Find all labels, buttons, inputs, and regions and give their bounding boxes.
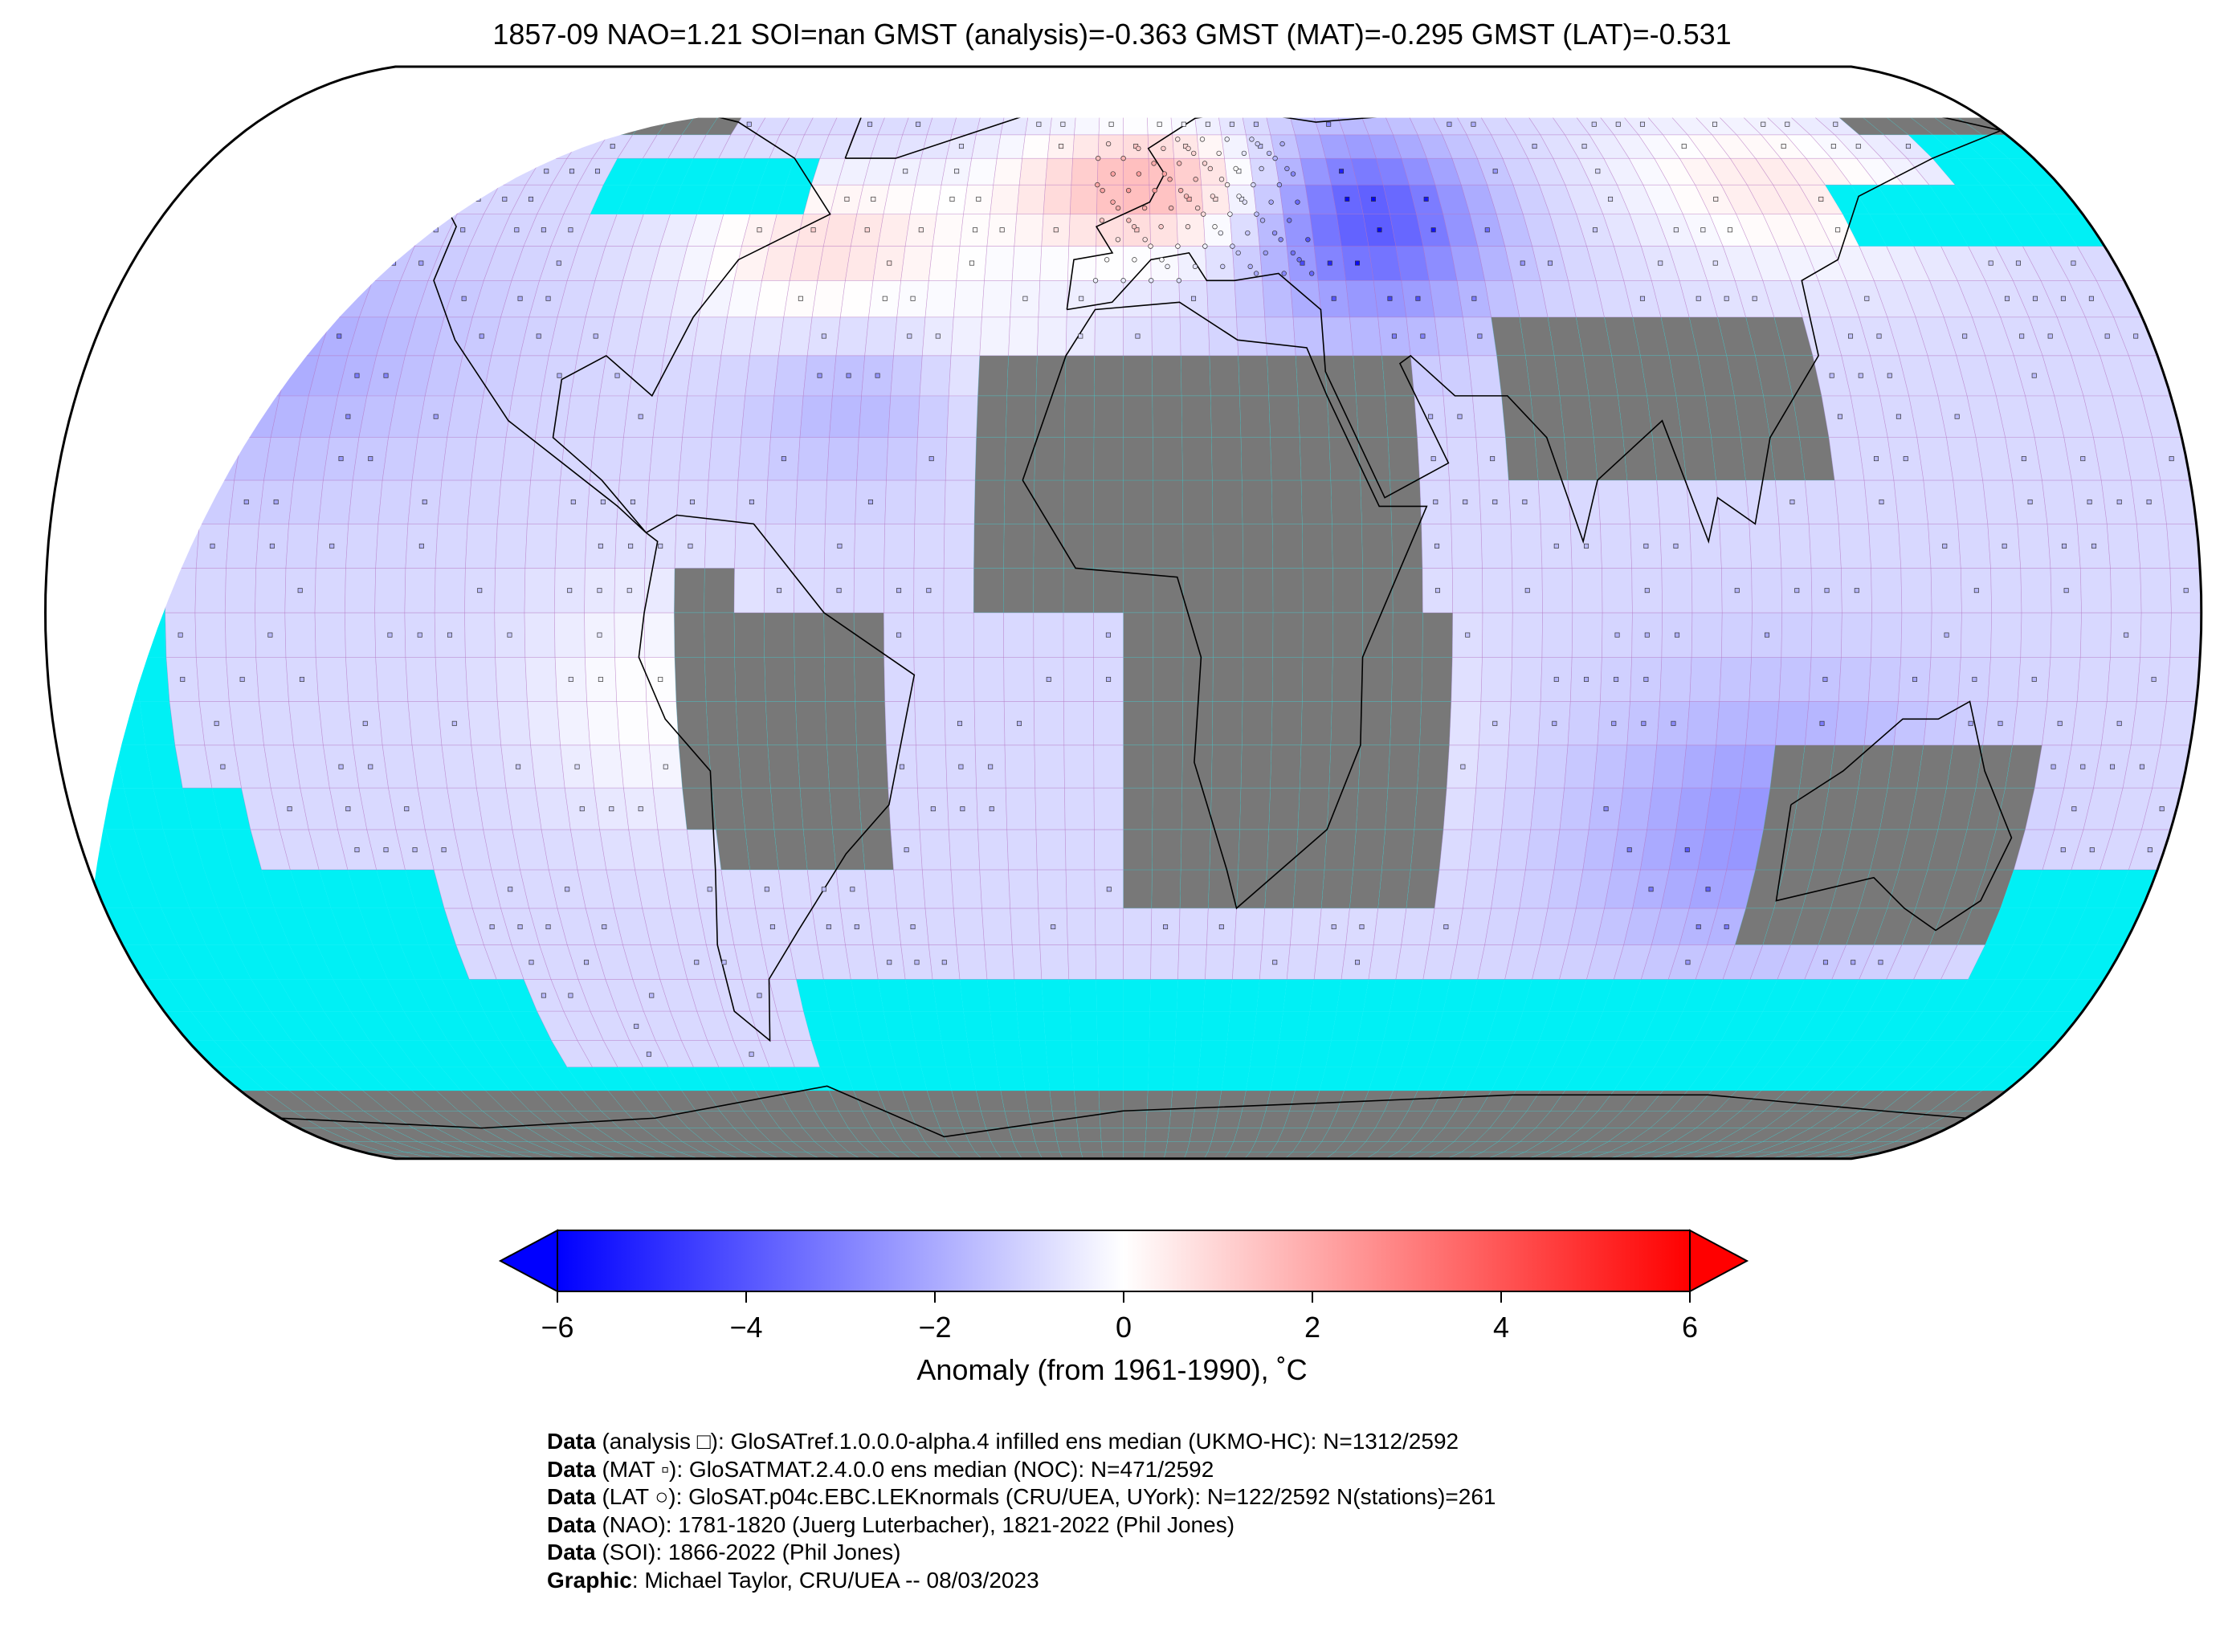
credit-line: Data (SOI): 1866-2022 (Phil Jones) (547, 1540, 901, 1564)
colorbar-tick-label: 6 (1681, 1311, 1699, 1344)
colorbar-tick-label: 4 (1492, 1311, 1510, 1344)
colorbar-tick-marks (557, 1291, 1691, 1303)
credit-line: Graphic: Michael Taylor, CRU/UEA -- 08/0… (547, 1567, 1039, 1593)
credit-line: Data (NAO): 1781-1820 (Juerg Luterbacher… (547, 1511, 1235, 1537)
credit-line: Data (LAT ○): GloSAT.p04c.EBC.LEKnormals… (547, 1484, 1496, 1509)
data-credits: Data (analysis □): GloSATref.1.0.0.0-alp… (547, 1428, 1496, 1594)
credit-line: Data (MAT ▫): GloSATMAT.2.4.0.0 ens medi… (547, 1456, 1214, 1482)
colorbar-tick-label: −6 (541, 1311, 574, 1344)
map-title: 1857-09 NAO=1.21 SOI=nan GMST (analysis)… (492, 18, 1732, 51)
colorbar-tick-label: −2 (918, 1311, 952, 1344)
colorbar-tick-label: 2 (1304, 1311, 1321, 1344)
credit-line: Data (analysis □): GloSATref.1.0.0.0-alp… (547, 1429, 1459, 1454)
colorbar-label: Anomaly (from 1961-1990), ˚C (916, 1353, 1308, 1386)
colorbar-extend-high (1689, 1229, 1749, 1293)
colorbar-tick-label: −4 (729, 1311, 763, 1344)
colorbar-extend-low (498, 1229, 558, 1293)
anomaly-grid-cells (80, 117, 2202, 1159)
colorbar-body (557, 1230, 1691, 1292)
colorbar-tick-label: 0 (1115, 1311, 1132, 1344)
